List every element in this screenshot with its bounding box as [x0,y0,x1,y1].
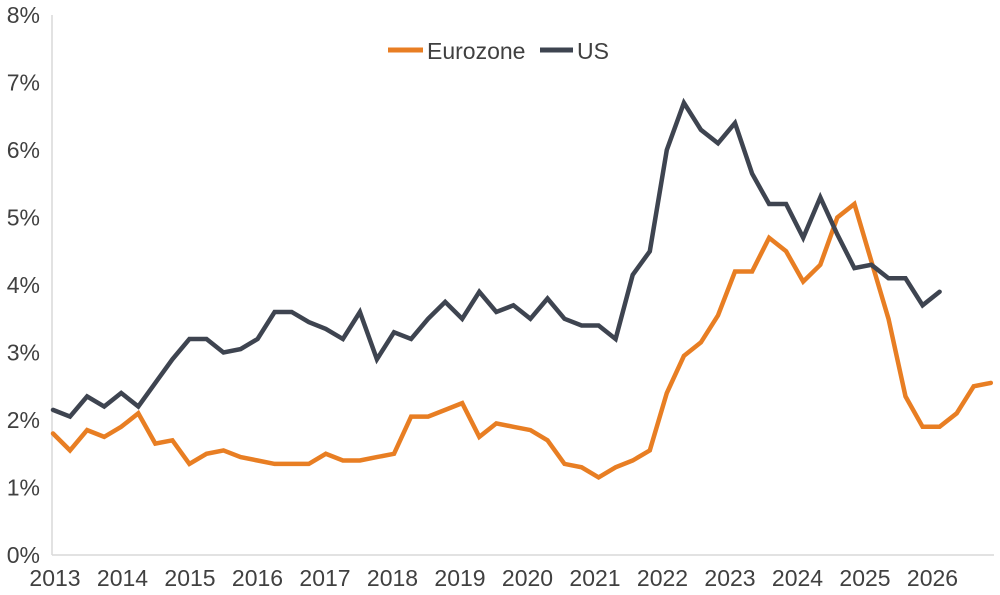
x-axis-tick-label: 2020 [502,565,553,591]
x-axis-tick-label: 2018 [367,565,418,591]
x-axis-tick-label: 2023 [704,565,755,591]
us-line [50,97,942,420]
x-axis-tick-label: 2016 [232,565,283,591]
x-axis-tick-label: 2021 [569,565,620,591]
x-axis-tick-label: 2017 [299,565,350,591]
x-axis-tick-label: 2024 [772,565,823,591]
eurozone-legend-label: Eurozone [427,38,525,64]
y-axis-tick-label: 1% [7,475,40,501]
chart-legend: Eurozone US [388,38,609,64]
y-axis-tick-label: 6% [7,137,40,163]
x-axis-tick-labels: 2013 2014 2015 2016 2017 2018 2019 2020 2021 2022… [29,565,958,591]
x-axis-tick-label: 2014 [97,565,148,591]
x-axis-tick-label: 2013 [29,565,80,591]
y-axis-tick-label: 2% [7,407,40,433]
y-axis-tick-label: 3% [7,340,40,366]
x-axis-tick-label: 2026 [907,565,958,591]
y-axis-tick-labels: 0% 1% 2% 3% 4% 5% 6% 7% 8% [7,2,40,568]
x-axis-tick-label: 2022 [637,565,688,591]
y-axis-tick-label: 8% [7,2,40,28]
y-axis-tick-label: 7% [7,70,40,96]
x-axis-tick-label: 2025 [839,565,890,591]
x-axis-tick-label: 2015 [164,565,215,591]
x-axis-tick-label: 2019 [434,565,485,591]
y-axis-tick-label: 5% [7,205,40,231]
y-axis-tick-label: 4% [7,272,40,298]
y-axis-tick-label: 0% [7,542,40,568]
us-legend-label: US [577,38,609,64]
